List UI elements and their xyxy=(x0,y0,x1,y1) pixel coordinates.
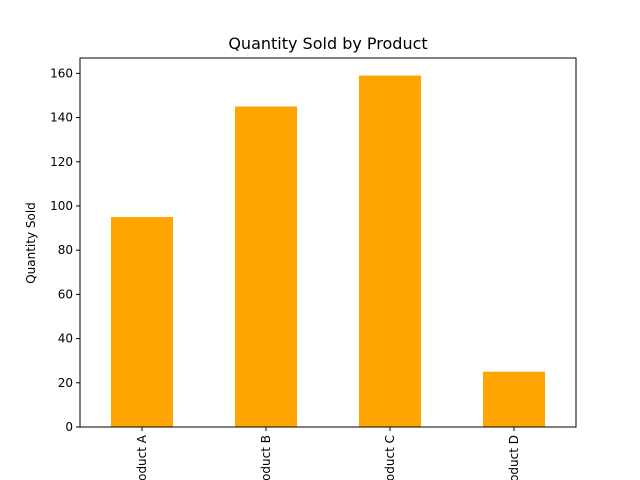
x-ticks-group: Product A Product B Product C Product D xyxy=(135,427,521,480)
y-tick-label-4: 60 xyxy=(58,287,73,301)
bar-3 xyxy=(359,75,421,427)
y-tick-label-2: 20 xyxy=(58,376,73,390)
plot-frame xyxy=(79,57,577,428)
bars-group xyxy=(111,75,545,427)
x-tick-label-3: Product C xyxy=(383,435,397,480)
chart-title: Quantity Sold by Product xyxy=(228,34,427,53)
y-tick-label-1: 0 xyxy=(65,420,73,434)
x-tick-label-1: Product A xyxy=(135,434,149,480)
y-tick-label-3: 40 xyxy=(58,332,73,346)
x-tick-label-4: Product D xyxy=(507,435,521,480)
bar-1 xyxy=(111,217,173,427)
y-ticks-group: 0 20 40 60 80 100 120 140 160 xyxy=(50,66,80,434)
y-tick-label-6: 100 xyxy=(50,199,73,213)
y-tick-label-5: 80 xyxy=(58,243,73,257)
bar-4 xyxy=(483,371,545,427)
x-tick-label-2: Product B xyxy=(259,435,273,480)
bar-2 xyxy=(235,106,297,427)
y-tick-label-9: 160 xyxy=(50,66,73,80)
y-tick-label-8: 140 xyxy=(50,111,73,125)
y-tick-label-7: 120 xyxy=(50,155,73,169)
y-axis-label: Quantity Sold xyxy=(24,202,38,284)
